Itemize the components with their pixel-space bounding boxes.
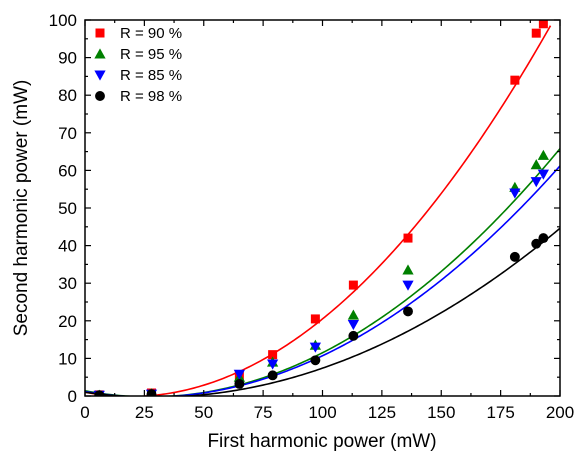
- data-point-series-3: [267, 359, 279, 370]
- x-tick-label: 150: [427, 403, 455, 422]
- x-axis: 0 25 50 75 100 125 150 175 200: [80, 20, 574, 422]
- data-point-series-2: [347, 309, 359, 320]
- data-point-series-2: [402, 264, 414, 275]
- x-tick-label: 25: [135, 403, 154, 422]
- data-point-series-4: [538, 233, 549, 244]
- data-point-series-3: [309, 342, 321, 353]
- data-point-series-4: [234, 379, 245, 389]
- legend-label: R = 85 %: [120, 67, 182, 84]
- data-point-series-3: [233, 369, 245, 380]
- x-tick-label: 100: [308, 403, 336, 422]
- data-point-series-4: [310, 355, 321, 366]
- legend-marker: [95, 28, 105, 38]
- y-tick-label: 50: [58, 199, 77, 218]
- data-point-series-3: [402, 280, 414, 291]
- x-axis-title: First harmonic power (mW): [207, 431, 436, 452]
- legend-label: R = 90 %: [120, 25, 182, 42]
- fit-curve-series-4: [85, 227, 560, 396]
- y-tick-label: 100: [49, 11, 77, 30]
- x-tick-label: 175: [486, 403, 514, 422]
- y-tick-label: 90: [58, 49, 77, 68]
- data-point-series-4: [94, 390, 105, 396]
- y-tick-label: 60: [58, 161, 77, 180]
- data-points: [93, 20, 549, 396]
- y-tick-label: 80: [58, 86, 77, 105]
- y-tick-label: 10: [58, 349, 77, 368]
- y-tick-label: 20: [58, 312, 77, 331]
- fit-curve-series-2: [85, 148, 560, 396]
- data-point-series-4: [509, 251, 520, 262]
- data-point-series-4: [348, 330, 359, 341]
- data-point-series-3: [530, 177, 542, 188]
- data-point-series-4: [403, 306, 413, 317]
- x-tick-label: 0: [80, 403, 89, 422]
- legend-marker: [94, 48, 106, 59]
- y-tick-label: 30: [58, 274, 77, 293]
- data-point-series-3: [347, 320, 359, 331]
- data-point-series-1: [510, 75, 520, 85]
- data-point-series-2: [530, 159, 542, 170]
- y-tick-label: 0: [68, 387, 77, 406]
- legend-label: R = 95 %: [120, 46, 182, 63]
- x-tick-label: 125: [368, 403, 396, 422]
- data-point-series-1: [403, 233, 413, 243]
- legend-marker: [95, 91, 105, 101]
- data-point-series-4: [267, 370, 278, 381]
- data-point-series-1: [538, 20, 548, 29]
- fit-curve-series-3: [85, 165, 560, 396]
- legend: R = 90 % R = 95 % R = 85 % R = 98 %: [94, 25, 182, 105]
- y-tick-label: 70: [58, 124, 77, 143]
- data-point-series-1: [268, 350, 278, 360]
- legend-marker: [94, 70, 106, 81]
- data-point-series-4: [531, 238, 542, 249]
- data-point-series-3: [509, 188, 521, 199]
- y-axis: 0 10 20 30 40 50 60 70 80 90 100: [49, 11, 560, 406]
- data-point-series-1: [348, 280, 358, 290]
- data-point-series-4: [146, 389, 157, 396]
- x-tick-label: 200: [546, 403, 574, 422]
- data-point-series-3: [537, 169, 549, 180]
- data-point-series-1: [531, 28, 541, 38]
- data-point-series-1: [310, 314, 320, 324]
- x-tick-label: 50: [194, 403, 213, 422]
- y-tick-label: 40: [58, 237, 77, 256]
- data-point-series-2: [537, 149, 549, 160]
- x-tick-label: 75: [254, 403, 273, 422]
- y-axis-title: Second harmonic power (mW): [11, 80, 32, 337]
- legend-label: R = 98 %: [120, 88, 182, 105]
